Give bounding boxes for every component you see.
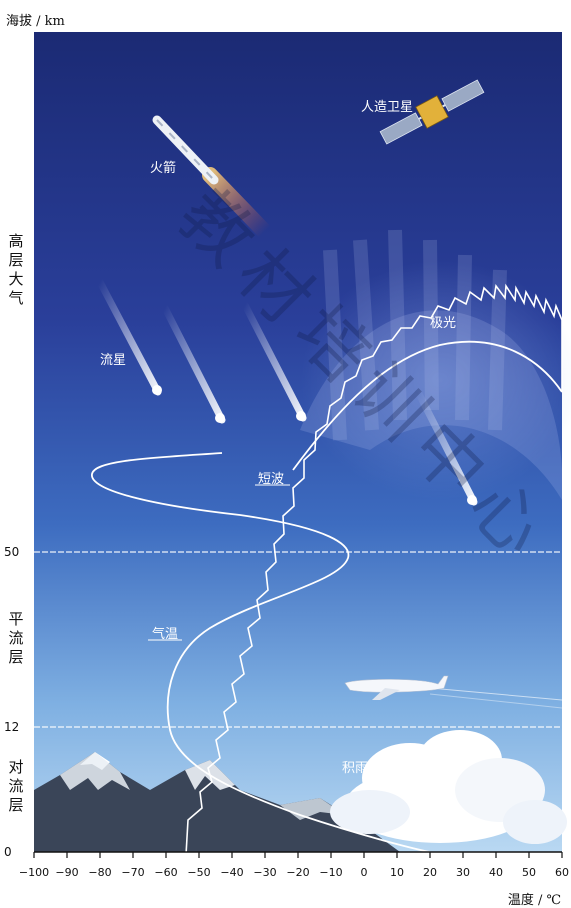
x-tick-label: −40 (220, 866, 244, 879)
temperature-curve (91, 452, 431, 853)
layer-label-troposphere: 对流层 (8, 758, 24, 814)
y-tick-12: 12 (4, 720, 20, 734)
x-tick-label: −20 (286, 866, 310, 879)
x-tick-label: 30 (456, 866, 470, 879)
x-tick-label: −80 (88, 866, 112, 879)
layer-label-stratosphere: 平流层 (8, 610, 24, 666)
x-tick-label: 40 (489, 866, 503, 879)
x-tick-label: 50 (522, 866, 536, 879)
x-tick-label: −90 (55, 866, 79, 879)
shortwave-curve (292, 340, 563, 471)
x-tick-label: −10 (319, 866, 343, 879)
y-tick-0: 0 (4, 845, 12, 859)
x-tick-label: 60 (555, 866, 569, 879)
label-shortwave: 短波 (258, 472, 285, 487)
airplane (344, 675, 563, 709)
x-tick-label: 20 (423, 866, 437, 879)
x-tick-label: 0 (360, 866, 368, 879)
label-cumulonimbus: 积雨云 (342, 761, 382, 776)
label-temperature: 气温 (152, 627, 179, 642)
x-tick-label: 10 (390, 866, 404, 879)
x-tick-label: −50 (187, 866, 211, 879)
x-tick-label: −60 (154, 866, 178, 879)
label-satellite: 人造卫星 (361, 100, 414, 115)
aurora-glow (300, 229, 571, 500)
x-tick-label: −70 (121, 866, 145, 879)
label-rocket: 火箭 (150, 161, 177, 176)
y-tick-50: 50 (4, 545, 20, 559)
x-tick-label: −100 (18, 866, 50, 879)
x-axis-ticks (33, 852, 563, 858)
x-axis-title: 温度 / ℃ (507, 893, 561, 908)
layer-label-upper-atmosphere: 高层大气 (8, 232, 24, 307)
satellite (379, 79, 485, 145)
rocket (152, 115, 273, 240)
cumulonimbus-cloud (330, 730, 567, 844)
label-meteor: 流星 (100, 353, 127, 368)
label-aurora: 极光 (430, 316, 457, 331)
x-tick-label: −30 (253, 866, 277, 879)
y-axis-title: 海拔 / km (6, 14, 65, 29)
meteors (96, 278, 478, 506)
shortwave-path (185, 283, 563, 856)
